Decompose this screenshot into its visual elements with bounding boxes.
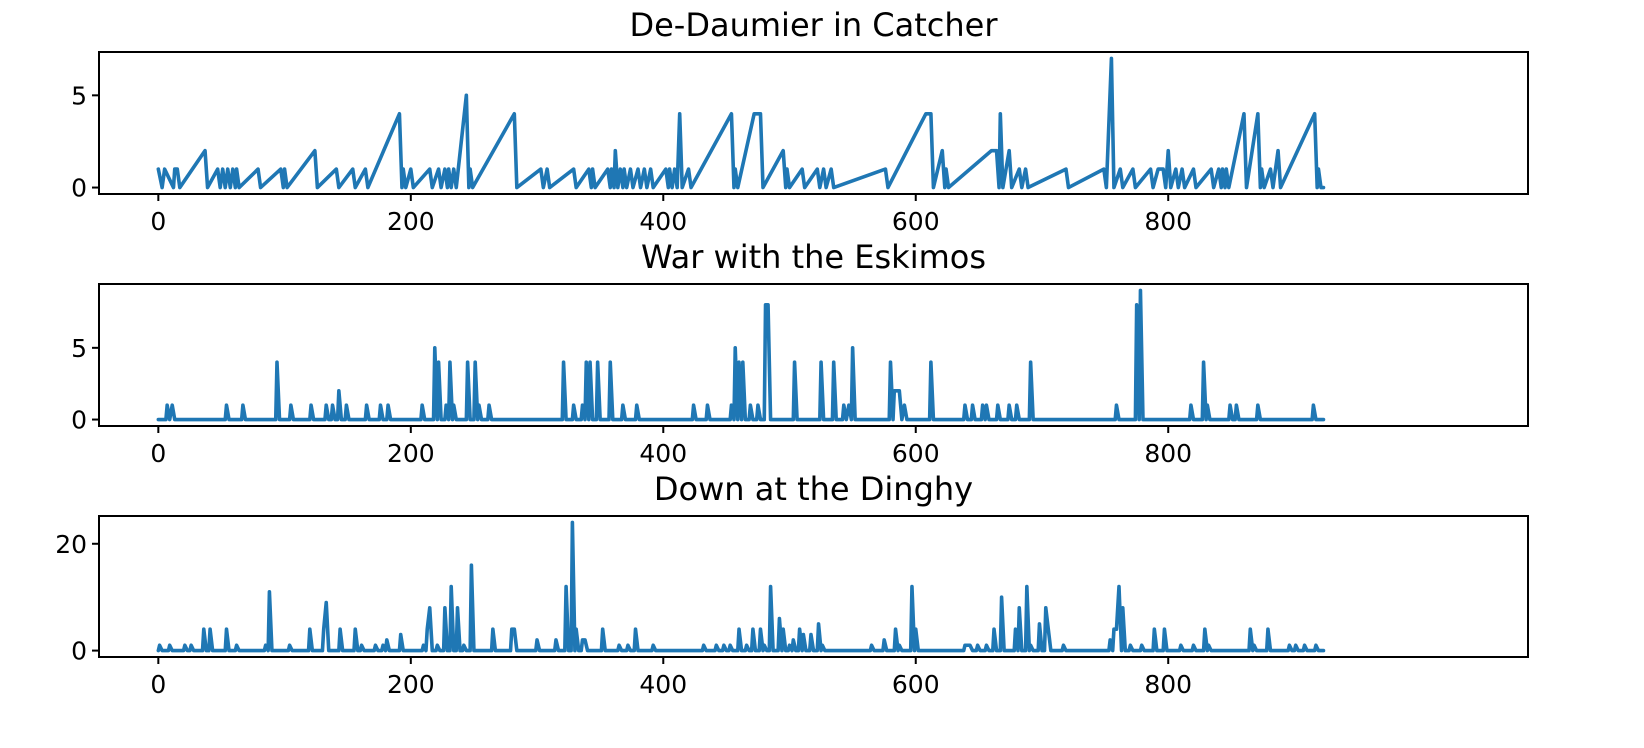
series-line [156, 56, 1326, 190]
x-tick-label: 0 [150, 207, 166, 236]
panel-de-daumier-in-catcher: De-Daumier in Catcher 0 200 400 600 800 0 5 [71, 6, 1529, 236]
y-tick-label: 0 [71, 406, 87, 435]
axis-ticks: 0 200 400 600 800 0 5 [71, 334, 1192, 468]
series-line [156, 520, 1326, 653]
x-tick-label: 800 [1144, 439, 1192, 468]
y-tick-label: 5 [71, 334, 87, 363]
axis-ticks: 0 200 400 600 800 0 5 [71, 81, 1192, 236]
plot-frame [98, 515, 1529, 658]
x-tick-label: 800 [1144, 670, 1192, 699]
panel-war-with-the-eskimos: War with the Eskimos 0 200 400 600 800 0 5 [71, 238, 1529, 468]
x-tick-label: 400 [639, 207, 687, 236]
x-tick-label: 200 [387, 207, 435, 236]
x-tick-label: 400 [639, 670, 687, 699]
x-tick-label: 200 [387, 670, 435, 699]
panel-down-at-the-dinghy: Down at the Dinghy 0 200 400 600 800 0 20 [55, 470, 1529, 699]
x-tick-label: 800 [1144, 207, 1192, 236]
plot-frame [98, 283, 1529, 427]
x-tick-label: 200 [387, 439, 435, 468]
x-tick-label: 600 [892, 207, 940, 236]
series-line [156, 288, 1326, 422]
panel-title: War with the Eskimos [641, 238, 986, 276]
y-tick-label: 20 [55, 530, 87, 559]
x-tick-label: 400 [639, 439, 687, 468]
y-tick-label: 5 [71, 81, 87, 110]
panel-title: Down at the Dinghy [654, 470, 973, 508]
panel-title: De-Daumier in Catcher [629, 6, 998, 44]
x-tick-label: 0 [150, 439, 166, 468]
x-tick-label: 0 [150, 670, 166, 699]
axis-ticks: 0 200 400 600 800 0 20 [55, 530, 1192, 699]
x-tick-label: 600 [892, 439, 940, 468]
plot-frame [98, 51, 1529, 195]
y-tick-label: 0 [71, 637, 87, 666]
x-tick-label: 600 [892, 670, 940, 699]
y-tick-label: 0 [71, 174, 87, 203]
